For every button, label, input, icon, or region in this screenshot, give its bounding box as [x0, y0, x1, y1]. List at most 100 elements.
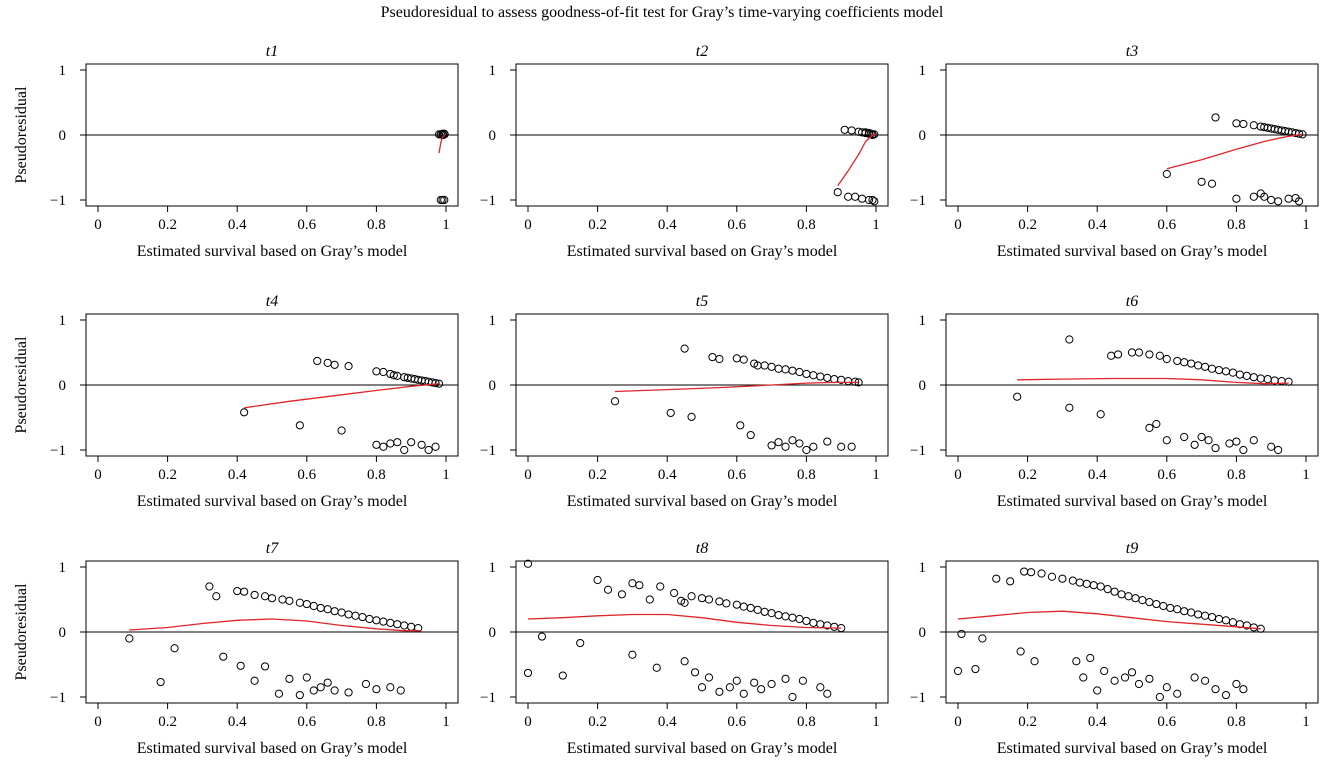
- data-point: [309, 686, 318, 695]
- panel-t5: t5 0 0.2 0.4 0.6 0.8 1 −1 0 1 Estimated survival b…: [480, 293, 889, 510]
- panel-t3: t3 0 0.2 0.4 0.6 0.8 1 −1 0 1 Estimated survival b…: [910, 43, 1319, 260]
- y-tick-label: −1: [50, 443, 66, 459]
- y-tick-label: 0: [919, 128, 927, 144]
- data-point: [736, 421, 745, 430]
- data-point: [1013, 392, 1022, 401]
- data-point: [746, 603, 755, 613]
- x-axis-label: Estimated survival based on Gray’s model: [567, 493, 838, 510]
- data-point: [1207, 179, 1217, 188]
- data-point: [379, 442, 388, 451]
- data-point: [372, 367, 381, 376]
- data-point: [285, 674, 294, 683]
- x-axis-label: Estimated survival based on Gray’s model: [997, 493, 1268, 510]
- data-point: [389, 371, 398, 380]
- data-point: [436, 195, 445, 205]
- data-point: [1110, 676, 1119, 685]
- data-point: [1249, 121, 1258, 130]
- data-point: [1260, 192, 1269, 201]
- data-point: [1107, 351, 1116, 360]
- data-point: [757, 685, 766, 694]
- data-point: [1162, 683, 1171, 692]
- data-point: [316, 683, 325, 692]
- data-point: [440, 130, 449, 139]
- x-tick-label: 0.4: [658, 217, 677, 233]
- data-point: [250, 676, 259, 685]
- data-point: [1072, 657, 1081, 666]
- data-point: [1127, 668, 1137, 677]
- x-axis-label: Estimated survival based on Gray’s model: [997, 243, 1268, 260]
- data-point: [1239, 119, 1248, 129]
- data-point: [295, 598, 304, 607]
- data-point: [431, 442, 440, 451]
- data-point: [558, 671, 567, 680]
- x-tick-label: 0.4: [1088, 217, 1107, 233]
- y-tick-label: 0: [919, 378, 927, 394]
- data-point: [260, 662, 270, 671]
- data-point: [537, 632, 547, 641]
- data-point: [236, 661, 245, 670]
- data-point: [788, 366, 797, 375]
- x-tick-label: 0.2: [158, 714, 177, 730]
- smoothed-fit-line: [614, 381, 859, 393]
- data-point: [781, 612, 790, 621]
- data-point: [1194, 610, 1203, 619]
- x-tick-label: 0.4: [228, 467, 247, 483]
- y-tick-label: 1: [489, 63, 497, 79]
- data-point: [767, 609, 776, 618]
- x-tick-label: 0.2: [588, 467, 607, 483]
- y-tick-label: 0: [59, 128, 67, 144]
- data-point: [722, 599, 731, 608]
- x-tick-label: 0.2: [588, 714, 607, 730]
- x-tick-label: 0.8: [797, 714, 816, 730]
- data-point: [1211, 113, 1220, 122]
- data-point: [697, 683, 707, 692]
- data-point: [1294, 129, 1304, 138]
- data-point: [1228, 618, 1238, 627]
- x-tick-label: 0.6: [727, 217, 746, 233]
- data-point: [715, 597, 724, 606]
- data-point: [1194, 361, 1203, 370]
- data-point: [240, 587, 249, 596]
- x-tick-label: 1: [1302, 467, 1310, 483]
- data-point: [1211, 685, 1220, 694]
- data-point: [680, 657, 689, 666]
- data-point: [372, 440, 381, 449]
- data-point: [323, 678, 332, 687]
- data-point: [1096, 582, 1105, 591]
- smoothed-fit-line: [1017, 377, 1289, 385]
- data-point: [635, 581, 644, 590]
- data-point: [1267, 195, 1276, 205]
- x-tick-label: 0.8: [1227, 467, 1246, 483]
- data-point: [1166, 603, 1175, 613]
- x-tick-label: 1: [872, 217, 880, 233]
- data-point: [1180, 607, 1189, 616]
- data-point: [1214, 365, 1224, 375]
- data-point: [125, 634, 134, 643]
- data-point: [1197, 432, 1206, 442]
- x-tick-label: 0.6: [297, 217, 316, 233]
- data-point: [739, 602, 748, 611]
- data-point: [708, 352, 717, 362]
- data-point: [1026, 568, 1036, 577]
- panel-t9: t9 0 0.2 0.4 0.6 0.8 1 −1 0 1 Estimated survival b…: [910, 540, 1319, 757]
- x-tick-label: 0.4: [658, 467, 677, 483]
- y-axis-label: Pseudoresidual: [13, 336, 30, 433]
- data-point: [313, 356, 322, 366]
- panel-title: t1: [266, 43, 278, 60]
- data-point: [840, 125, 849, 134]
- data-point: [704, 595, 714, 604]
- data-point: [798, 676, 808, 685]
- data-point: [830, 622, 839, 631]
- data-point: [760, 361, 769, 370]
- data-point: [802, 445, 811, 455]
- data-point: [212, 592, 221, 601]
- data-point: [670, 588, 679, 598]
- data-point: [830, 375, 839, 384]
- data-point: [978, 634, 987, 643]
- data-point: [767, 441, 776, 450]
- data-point: [1256, 374, 1265, 383]
- data-point: [1173, 605, 1182, 614]
- data-point: [365, 614, 374, 624]
- data-point: [302, 673, 311, 682]
